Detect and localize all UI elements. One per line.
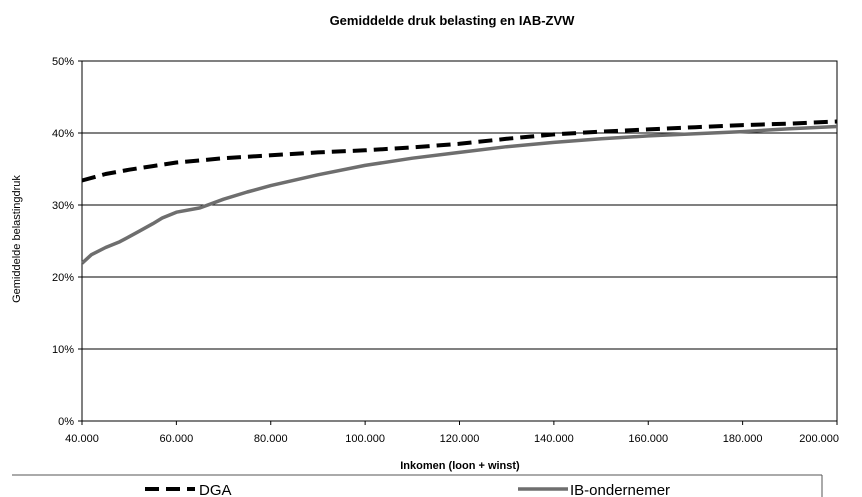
series-line-dga	[81, 119, 838, 183]
grid-lines	[82, 60, 837, 422]
y-tick-label: 40%	[52, 128, 74, 140]
x-axis-ticks: 40.000 60.000 80.000 100.000 120.000 140.000 1…	[65, 421, 839, 445]
legend-label-ib-ondernemer: IB-ondernemer	[570, 482, 670, 497]
series-layer	[80, 119, 838, 265]
y-axis-ticks: 0% 10% 20% 30% 40% 50%	[52, 56, 82, 428]
y-tick-label: 20%	[52, 272, 74, 284]
x-tick-label: 120.000	[440, 433, 480, 445]
x-tick-label: 200.000	[799, 433, 839, 445]
legend-label-dga: DGA	[199, 482, 232, 497]
x-tick-label: 80.000	[254, 433, 288, 445]
x-tick-label: 60.000	[160, 433, 194, 445]
x-axis-label: Inkomen (loon + winst)	[400, 460, 520, 472]
y-axis-label: Gemiddelde belastingdruk	[11, 175, 23, 303]
y-tick-label: 50%	[52, 56, 74, 68]
y-tick-label: 0%	[58, 416, 74, 428]
x-tick-label: 180.000	[723, 433, 763, 445]
chart-title: Gemiddelde druk belasting en IAB-ZVW	[330, 13, 576, 28]
series-line-ib-ondernemer	[80, 124, 838, 265]
x-tick-label: 40.000	[65, 433, 99, 445]
x-tick-label: 160.000	[628, 433, 668, 445]
plot-area	[81, 60, 838, 422]
y-tick-label: 30%	[52, 200, 74, 212]
y-tick-label: 10%	[52, 344, 74, 356]
legend: DGA IB-ondernemer	[12, 474, 823, 497]
x-tick-label: 100.000	[345, 433, 385, 445]
x-tick-label: 140.000	[534, 433, 574, 445]
